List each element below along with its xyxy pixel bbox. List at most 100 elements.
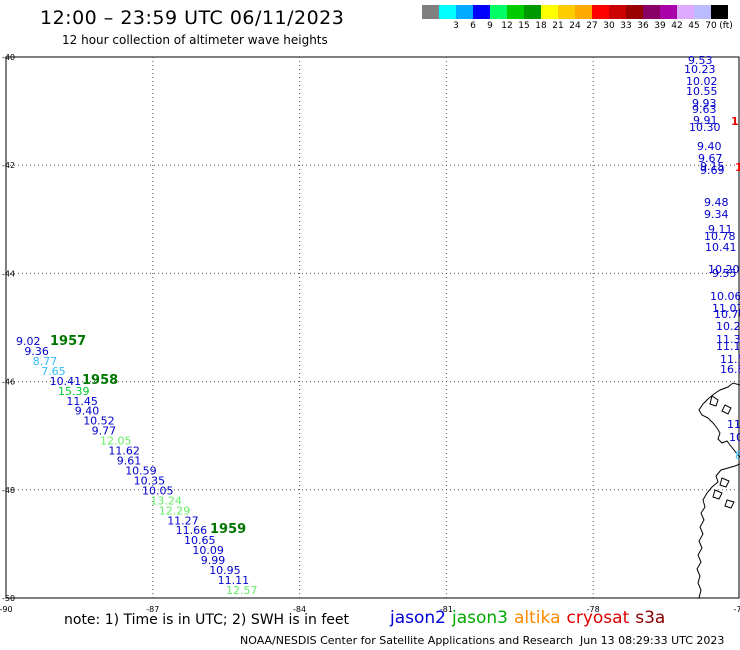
swh-value: 9.40 bbox=[75, 405, 100, 418]
swh-value: 9.69 bbox=[700, 164, 725, 177]
swh-value: 9.36 bbox=[24, 345, 49, 358]
swh-value: 10.76 bbox=[714, 308, 740, 321]
legend-label: 12 bbox=[501, 21, 513, 31]
swh-value: 11.66 bbox=[176, 524, 208, 537]
lat-tick-label: -44 bbox=[2, 269, 15, 278]
lon-tick-label: -87 bbox=[146, 605, 159, 614]
swh-value: 10.05 bbox=[142, 484, 174, 497]
legend-swatch bbox=[439, 5, 456, 19]
legend-swatch bbox=[609, 5, 626, 19]
lon-tick-label: -75 bbox=[733, 605, 740, 614]
legend-swatch bbox=[473, 5, 490, 19]
swh-value: 9.77 bbox=[92, 425, 117, 438]
swh-value: 10.23 bbox=[684, 63, 716, 76]
swh-value: 10.41 bbox=[705, 241, 737, 254]
satellite-jason2: jason2 bbox=[390, 608, 446, 628]
legend-swatch bbox=[643, 5, 660, 19]
legend-swatch bbox=[524, 5, 541, 19]
swh-value: 15.39 bbox=[58, 385, 90, 398]
swh-value: 9.91 bbox=[693, 114, 718, 127]
swh-value: 11.07 bbox=[712, 302, 740, 315]
lon-tick-label: -84 bbox=[293, 605, 306, 614]
swh-value: 9.55 bbox=[712, 267, 737, 280]
swh-value: 1 bbox=[735, 161, 740, 174]
legend-label: 39 bbox=[654, 21, 666, 31]
swh-value: 9.53 bbox=[688, 54, 713, 67]
coastline bbox=[696, 382, 740, 599]
legend-label: 9 bbox=[487, 21, 493, 31]
legend-label: 21 bbox=[552, 21, 564, 31]
swh-value: 12.05 bbox=[100, 435, 132, 448]
map-frame bbox=[5, 56, 740, 599]
legend-swatch bbox=[558, 5, 575, 19]
legend-swatch bbox=[711, 5, 728, 19]
swh-value: 10.78 bbox=[704, 230, 736, 243]
legend-swatch bbox=[575, 5, 592, 19]
legend-swatch bbox=[490, 5, 507, 19]
swh-value: 10.35 bbox=[134, 474, 166, 487]
swh-value: 16.8 bbox=[720, 363, 740, 376]
swh-value: 10.23 bbox=[716, 320, 740, 333]
lon-tick-label: -81 bbox=[440, 605, 453, 614]
swh-value: 8 bbox=[735, 449, 740, 462]
track-hour-label: 1959 bbox=[210, 522, 246, 537]
swh-value: 1 bbox=[731, 115, 739, 128]
legend-label: 36 bbox=[637, 21, 649, 31]
legend-label: 18 bbox=[535, 21, 547, 31]
lat-tick-label: -50 bbox=[2, 594, 15, 603]
swh-value: 9.63 bbox=[692, 103, 717, 116]
track-hour-label: 1957 bbox=[50, 334, 86, 349]
swh-value: 10.30 bbox=[689, 121, 721, 134]
satellite-legend: jason2 jason3 altika cryosat s3a bbox=[390, 608, 671, 628]
legend-swatch bbox=[507, 5, 524, 19]
legend-swatch bbox=[626, 5, 643, 19]
swh-value: 10.65 bbox=[184, 534, 216, 547]
legend-swatch bbox=[592, 5, 609, 19]
swh-value: 11.62 bbox=[108, 445, 139, 458]
swh-value: 11.45 bbox=[66, 395, 98, 408]
satellite-cryosat: cryosat bbox=[566, 608, 630, 628]
lat-tick-label: -48 bbox=[2, 486, 15, 495]
swh-value: 11.3 bbox=[716, 333, 740, 346]
legend-label: 42 bbox=[671, 21, 683, 31]
swh-value: 12.57 bbox=[226, 584, 258, 597]
satellite-s3a: s3a bbox=[635, 608, 666, 628]
satellite-jason3: jason3 bbox=[452, 608, 508, 628]
legend-label: 27 bbox=[586, 21, 598, 31]
lat-tick-label: -40 bbox=[2, 53, 15, 62]
legend-swatch bbox=[660, 5, 677, 19]
lat-tick-label: -42 bbox=[2, 161, 15, 170]
swh-value: 10.02 bbox=[686, 75, 718, 88]
swh-value: 10.20 bbox=[708, 263, 740, 276]
track-hour-label: 1958 bbox=[82, 373, 118, 388]
legend-swatch bbox=[694, 5, 711, 19]
swh-value: 10.95 bbox=[209, 564, 241, 577]
legend-label: 6 bbox=[470, 21, 476, 31]
swh-value: 8.77 bbox=[33, 355, 58, 368]
swh-value: 10.55 bbox=[686, 85, 718, 98]
lon-tick-label: -78 bbox=[587, 605, 600, 614]
swh-value: 11.1 bbox=[716, 340, 740, 353]
swh-value: 11.11 bbox=[218, 574, 250, 587]
swh-value: 9.61 bbox=[117, 455, 142, 468]
footer-note: note: 1) Time is in UTC; 2) SWH is in fe… bbox=[64, 612, 350, 628]
legend-swatch bbox=[422, 5, 439, 19]
footer-timestamp: Jun 13 08:29:33 UTC 2023 bbox=[580, 634, 725, 647]
swh-value: 9.11 bbox=[708, 223, 733, 236]
swh-value: 9.15 bbox=[700, 160, 725, 173]
legend-label: 15 bbox=[518, 21, 530, 31]
legend-label: 3 bbox=[453, 21, 459, 31]
legend-unit: (ft) bbox=[719, 21, 733, 31]
swh-value: 9.93 bbox=[692, 97, 717, 110]
legend-label: 45 bbox=[688, 21, 700, 31]
legend-swatch bbox=[677, 5, 694, 19]
swh-value: 10 bbox=[729, 431, 740, 444]
lat-tick-label: -46 bbox=[2, 378, 15, 387]
swh-value: 10.06 bbox=[710, 290, 740, 303]
swh-value: 11.27 bbox=[167, 514, 199, 527]
lon-tick-label: -90 bbox=[0, 605, 13, 614]
swh-value: 9.02 bbox=[16, 335, 41, 348]
swh-value: 10.41 bbox=[50, 375, 82, 388]
